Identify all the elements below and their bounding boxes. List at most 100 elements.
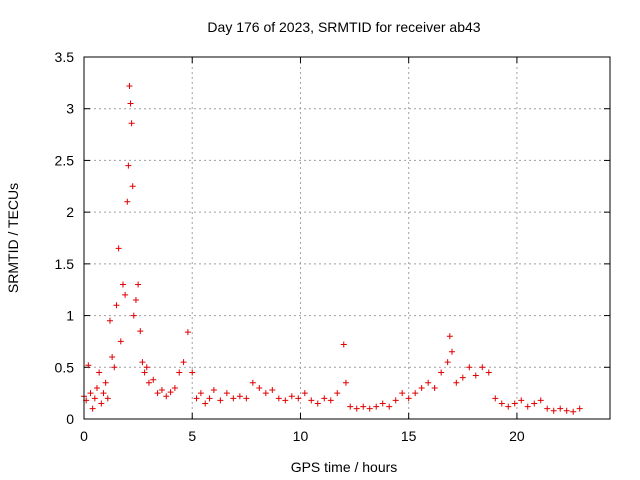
data-point [96,369,103,376]
chart-title: Day 176 of 2023, SRMTID for receiver ab4… [207,19,480,35]
data-point [197,390,204,397]
data-point [459,374,466,381]
data-point [295,395,302,402]
data-point [544,405,551,412]
y-tick-label: 2.5 [55,152,75,168]
data-point [180,359,187,366]
data-point [425,379,432,386]
data-point [93,384,100,391]
data-point [119,281,126,288]
data-point [249,379,256,386]
data-point [137,328,144,335]
data-point [444,359,451,366]
y-tick-label: 2 [66,204,74,220]
data-point [130,312,137,319]
data-point [412,390,419,397]
data-point [104,395,111,402]
data-point [150,376,157,383]
data-point [386,403,393,410]
data-point [301,390,308,397]
data-point [193,395,200,402]
data-point [418,384,425,391]
data-point [109,353,116,360]
data-point [373,403,380,410]
y-tick-label: 1.5 [55,256,75,272]
data-point [453,379,460,386]
data-point [135,281,142,288]
data-point [360,403,367,410]
data-point [498,400,505,407]
data-point [189,369,196,376]
data-point [563,407,570,414]
data-point [100,390,107,397]
data-point [379,400,386,407]
data-point [340,341,347,348]
data-point [446,333,453,340]
data-point [171,384,178,391]
data-points [81,82,583,415]
data-point [550,407,557,414]
data-point [262,390,269,397]
y-tick-label: 0.5 [55,359,75,375]
data-point [524,403,531,410]
data-point [139,359,146,366]
data-point [466,364,473,371]
data-point [531,400,538,407]
data-point [431,384,438,391]
data-point [91,395,98,402]
data-point [472,372,479,379]
y-tick-label: 3 [66,101,74,117]
data-point [154,390,161,397]
data-point [117,338,124,345]
data-point [98,400,105,407]
data-point [537,397,544,404]
data-point [314,400,321,407]
data-point [125,162,132,169]
y-tick-label: 0 [66,411,74,427]
grid-lines [84,57,610,419]
data-point [518,397,525,404]
data-point [347,403,354,410]
data-point [210,387,217,394]
data-point [102,379,109,386]
data-point [243,395,250,402]
data-point [124,198,131,205]
data-point [141,369,148,376]
x-tick-label: 5 [188,428,196,444]
x-tick-label: 20 [509,428,525,444]
axis-ticks: 0 0.5 1 1.5 2 2.5 3 3.5 0 5 10 15 20 [55,49,610,444]
y-axis-label: SRMTID / TECUs [5,183,21,293]
data-point [206,395,213,402]
data-point [143,364,150,371]
data-point [256,384,263,391]
data-point [275,395,282,402]
data-point [269,387,276,394]
data-point [127,100,134,107]
y-tick-label: 1 [66,308,74,324]
data-point [405,395,412,402]
data-point [327,397,334,404]
data-point [230,395,237,402]
data-point [85,362,92,369]
data-point [126,82,133,89]
data-point [321,395,328,402]
data-point [485,369,492,376]
x-tick-label: 0 [80,428,88,444]
data-point [184,329,191,336]
data-point [129,183,136,190]
data-point [223,390,230,397]
data-point [158,387,165,394]
data-point [288,393,295,400]
data-point [399,390,406,397]
y-tick-label: 3.5 [55,49,75,65]
data-point [353,405,360,412]
data-point [366,405,373,412]
data-point [202,400,209,407]
data-point [342,379,349,386]
data-point [505,403,512,410]
data-point [87,390,94,397]
data-point [113,302,120,309]
data-point [145,379,152,386]
data-point [122,291,129,298]
